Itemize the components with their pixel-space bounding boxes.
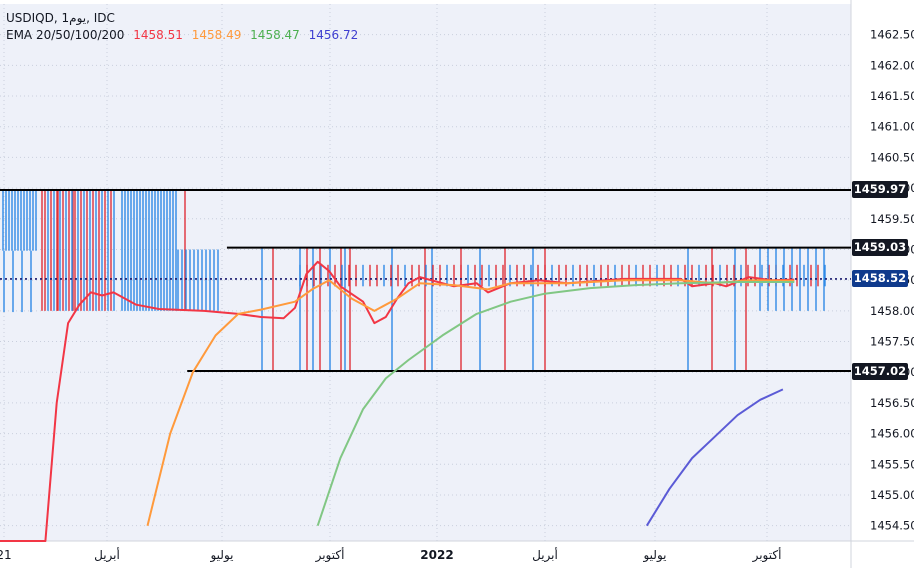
y-tick-label: 1456.50: [870, 396, 914, 410]
ema-legend-label: EMA 20/50/100/200: [6, 28, 125, 42]
x-axis-label: أكتوبر: [315, 547, 345, 563]
level-price-tag: 1459.97: [852, 181, 908, 199]
y-tick-label: 1457.50: [870, 335, 914, 349]
x-axis-label: أبريل: [94, 547, 120, 563]
y-tick-label: 1461.50: [870, 89, 914, 103]
y-tick-label: 1461.00: [870, 120, 914, 134]
y-tick-label: 1459.50: [870, 212, 914, 226]
ema100-value: 1458.47: [250, 28, 300, 42]
level-price-tag: 1459.03: [852, 239, 908, 257]
ema200-line: [645, 388, 784, 527]
y-tick-label: 1460.50: [870, 150, 914, 164]
current-price-tag: 1458.52: [852, 270, 908, 288]
ema20-value: 1458.51: [133, 28, 183, 42]
x-axis-label: 21: [0, 548, 12, 562]
y-tick-label: 1455.50: [870, 457, 914, 471]
price-bars: [2, 189, 826, 372]
x-axis-label: يوليو: [209, 548, 233, 563]
ema100-line: [316, 281, 795, 527]
x-axis-label: أبريل: [532, 547, 558, 563]
y-tick-label: 1455.00: [870, 488, 914, 502]
y-tick-label: 1462.00: [870, 58, 914, 72]
ema50-line: [146, 279, 795, 526]
y-tick-label: 1458.00: [870, 304, 914, 318]
ema20-line: [0, 260, 795, 542]
legend: USDIQD, 1يوم, IDC EMA 20/50/100/200 1458…: [6, 10, 363, 44]
ema200-value: 1456.72: [308, 28, 359, 42]
y-tick-label: 1462.50: [870, 28, 914, 42]
y-tick-label: 1456.00: [870, 427, 914, 441]
x-axis-label: يوليو: [642, 548, 666, 563]
symbol-line: USDIQD, 1يوم, IDC: [6, 11, 115, 25]
x-axis-label: 2022: [420, 548, 453, 562]
x-axis-label: أكتوبر: [752, 547, 782, 563]
ema-legend-row: EMA 20/50/100/200 1458.51 1458.49 1458.4…: [6, 27, 363, 44]
ema50-value: 1458.49: [191, 28, 242, 42]
y-tick-label: 1454.50: [870, 519, 914, 533]
level-price-tag: 1457.02: [852, 362, 908, 380]
